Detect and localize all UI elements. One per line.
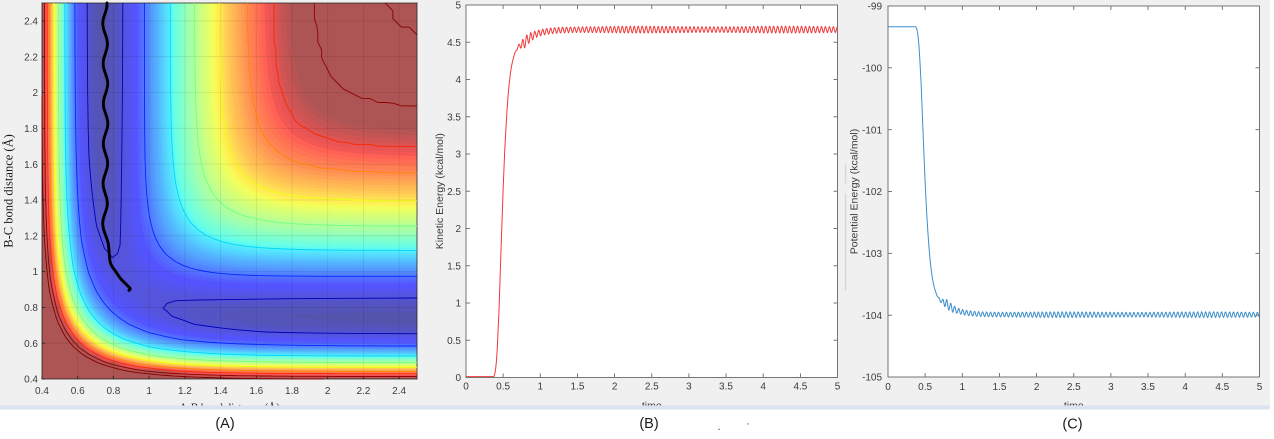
svg-text:4.5: 4.5 [447, 38, 461, 49]
svg-text:0: 0 [455, 373, 461, 384]
svg-text:1.6: 1.6 [24, 160, 38, 171]
svg-text:1.2: 1.2 [24, 231, 38, 242]
svg-text:0: 0 [463, 382, 469, 393]
svg-text:0: 0 [885, 382, 891, 393]
svg-text:-104: -104 [862, 311, 882, 322]
svg-text:0.5: 0.5 [496, 382, 510, 393]
svg-text:B-C bond distance (Å): B-C bond distance (Å) [1, 134, 15, 248]
svg-text:Kinetic Energy (kcal/mol): Kinetic Energy (kcal/mol) [434, 133, 446, 249]
svg-text:4: 4 [455, 75, 461, 86]
svg-text:1.6: 1.6 [249, 386, 263, 397]
svg-text:1: 1 [960, 382, 966, 393]
svg-text:3.5: 3.5 [1141, 382, 1155, 393]
svg-text:-105: -105 [862, 373, 882, 384]
svg-text:2.4: 2.4 [24, 17, 38, 28]
svg-text:4: 4 [760, 382, 766, 393]
svg-text:1.5: 1.5 [993, 382, 1007, 393]
svg-text:(B): (B) [639, 416, 658, 432]
svg-text:1.4: 1.4 [24, 196, 38, 207]
svg-text:5: 5 [835, 382, 841, 393]
svg-text:1: 1 [146, 386, 152, 397]
svg-text:-103: -103 [862, 249, 882, 260]
svg-text:1.5: 1.5 [447, 261, 461, 272]
svg-text:0.6: 0.6 [71, 386, 85, 397]
svg-text:2: 2 [455, 224, 461, 235]
svg-text:2: 2 [325, 386, 331, 397]
svg-text:1: 1 [538, 382, 544, 393]
svg-text:-100: -100 [862, 64, 882, 75]
svg-text:-102: -102 [862, 187, 882, 198]
svg-text:1.5: 1.5 [571, 382, 585, 393]
svg-text:3.5: 3.5 [719, 382, 733, 393]
svg-text:0.6: 0.6 [24, 339, 38, 350]
svg-text:3: 3 [686, 382, 692, 393]
svg-text:·: · [746, 418, 750, 430]
svg-text:1: 1 [32, 267, 38, 278]
svg-text:0.5: 0.5 [918, 382, 932, 393]
svg-text:4.5: 4.5 [793, 382, 807, 393]
svg-text:0.8: 0.8 [106, 386, 120, 397]
svg-text:2: 2 [32, 88, 38, 99]
svg-text:2.2: 2.2 [24, 52, 38, 63]
svg-text:1.8: 1.8 [285, 386, 299, 397]
svg-text:Potential Energy (kcal/mol): Potential Energy (kcal/mol) [848, 129, 860, 254]
svg-text:2.5: 2.5 [447, 187, 461, 198]
svg-text:1.2: 1.2 [178, 386, 192, 397]
svg-text:3: 3 [1108, 382, 1114, 393]
svg-text:0.4: 0.4 [24, 375, 38, 386]
svg-text:2: 2 [1034, 382, 1040, 393]
svg-text:.: . [717, 421, 720, 433]
svg-text:5: 5 [1257, 382, 1263, 393]
svg-text:(C): (C) [1062, 417, 1082, 433]
svg-text:0.4: 0.4 [35, 386, 49, 397]
svg-text:1: 1 [455, 299, 461, 310]
svg-text:0.5: 0.5 [447, 336, 461, 347]
svg-text:4: 4 [1182, 382, 1188, 393]
svg-text:2.5: 2.5 [645, 382, 659, 393]
svg-text:(A): (A) [215, 416, 234, 432]
svg-text:1.4: 1.4 [214, 386, 228, 397]
svg-text:3: 3 [455, 150, 461, 161]
svg-text:2: 2 [612, 382, 618, 393]
svg-text:2.2: 2.2 [356, 386, 370, 397]
svg-text:0.8: 0.8 [24, 303, 38, 314]
svg-text:2.5: 2.5 [1067, 382, 1081, 393]
svg-text:1.8: 1.8 [24, 124, 38, 135]
svg-text:-99: -99 [868, 2, 883, 13]
svg-text:2.4: 2.4 [392, 386, 406, 397]
svg-text:4.5: 4.5 [1215, 382, 1229, 393]
svg-text:5: 5 [455, 1, 461, 12]
svg-text:3.5: 3.5 [447, 112, 461, 123]
svg-text:-101: -101 [862, 125, 882, 136]
